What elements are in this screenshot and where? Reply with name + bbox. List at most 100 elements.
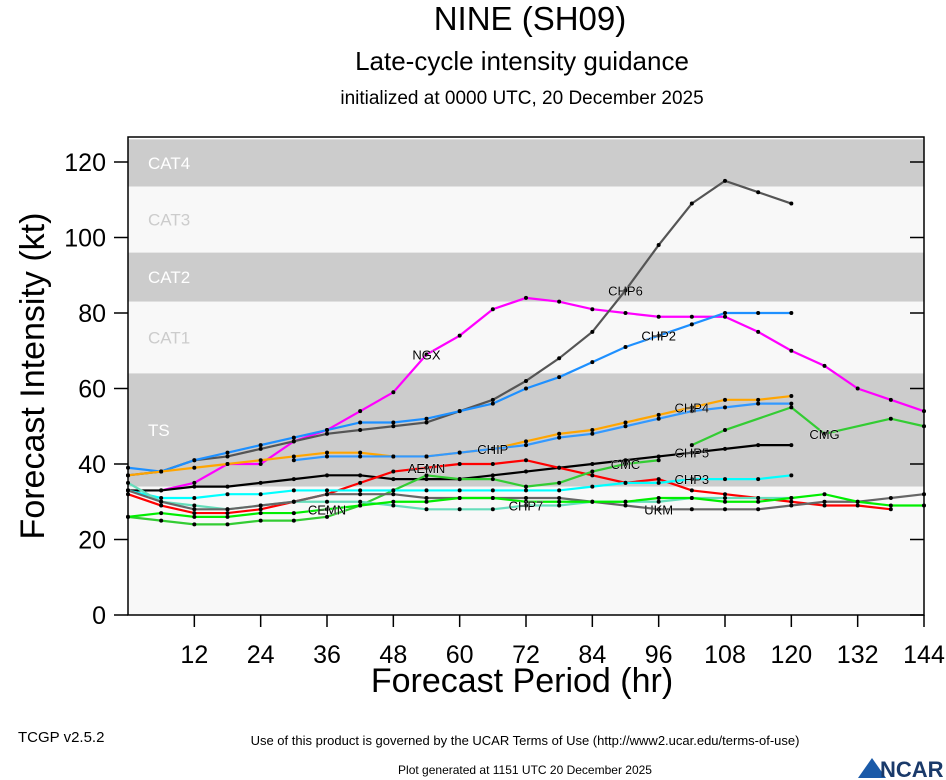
x-tick-label: 24 bbox=[247, 641, 275, 669]
data-point bbox=[159, 495, 164, 500]
data-point bbox=[590, 469, 595, 474]
y-tick-label: 20 bbox=[78, 527, 106, 555]
data-point bbox=[225, 454, 230, 459]
data-point bbox=[623, 311, 628, 315]
data-point bbox=[524, 443, 528, 448]
data-point bbox=[424, 473, 429, 478]
series-label-ukm: UKM bbox=[644, 502, 673, 517]
series-line-ngx bbox=[160, 296, 925, 492]
data-point bbox=[656, 477, 661, 482]
data-point bbox=[225, 507, 230, 512]
data-point bbox=[723, 446, 727, 451]
data-point bbox=[258, 492, 263, 497]
data-point bbox=[325, 473, 329, 478]
data-point bbox=[590, 484, 595, 489]
data-point bbox=[358, 428, 363, 433]
data-point bbox=[457, 477, 462, 482]
data-point bbox=[689, 405, 694, 410]
data-point bbox=[391, 503, 396, 508]
data-point bbox=[590, 307, 595, 312]
data-point bbox=[789, 473, 794, 478]
data-point bbox=[524, 378, 528, 383]
data-point bbox=[325, 507, 329, 512]
data-point bbox=[490, 477, 495, 482]
x-tick-label: 120 bbox=[770, 641, 812, 669]
data-point bbox=[689, 314, 694, 319]
series-line-chip bbox=[293, 402, 792, 462]
data-point bbox=[192, 522, 197, 527]
data-point bbox=[656, 333, 661, 338]
data-point bbox=[656, 499, 661, 504]
data-point bbox=[623, 344, 628, 349]
data-point bbox=[391, 469, 396, 474]
data-point bbox=[590, 473, 595, 478]
data-point bbox=[524, 439, 528, 444]
x-tick-label: 60 bbox=[446, 641, 474, 669]
data-point bbox=[225, 492, 230, 497]
band-label: CAT1 bbox=[148, 329, 190, 348]
data-point bbox=[524, 488, 528, 493]
data-point bbox=[723, 492, 727, 497]
data-point bbox=[490, 307, 495, 312]
data-point bbox=[756, 190, 761, 195]
data-point bbox=[457, 333, 462, 338]
data-point bbox=[656, 495, 661, 500]
data-point bbox=[756, 443, 761, 448]
data-point bbox=[756, 397, 761, 402]
data-point bbox=[424, 499, 429, 504]
data-point bbox=[391, 390, 396, 395]
data-point bbox=[225, 450, 230, 455]
data-point bbox=[789, 503, 794, 508]
y-tick-label: 100 bbox=[64, 225, 106, 253]
band-cat3 bbox=[128, 186, 924, 253]
data-point bbox=[457, 507, 462, 512]
series-label-cmg: CMG bbox=[809, 427, 839, 442]
data-point bbox=[325, 450, 329, 455]
data-point bbox=[291, 435, 296, 440]
data-point bbox=[192, 465, 197, 470]
data-point bbox=[590, 462, 595, 466]
y-axis-label: Forecast Intensity (kt) bbox=[14, 213, 52, 540]
data-point bbox=[358, 499, 363, 504]
data-point bbox=[590, 329, 595, 334]
data-point bbox=[656, 314, 661, 319]
y-tick-label: 40 bbox=[78, 451, 106, 479]
data-point bbox=[557, 431, 562, 436]
series-label-chp6: CHP6 bbox=[608, 283, 643, 298]
data-point bbox=[656, 507, 661, 512]
data-point bbox=[723, 507, 727, 512]
data-point bbox=[490, 507, 495, 512]
x-tick-label: 144 bbox=[903, 641, 945, 669]
data-point bbox=[490, 401, 495, 406]
data-point bbox=[358, 480, 363, 485]
x-tick-label: 84 bbox=[578, 641, 606, 669]
band-cat1 bbox=[128, 301, 924, 374]
chart-subtitle: Late-cycle intensity guidance bbox=[355, 46, 689, 76]
band-label: CAT4 bbox=[148, 154, 190, 173]
data-point bbox=[723, 495, 727, 500]
data-point bbox=[689, 495, 694, 500]
data-point bbox=[291, 511, 296, 516]
data-point bbox=[457, 450, 462, 455]
data-point bbox=[325, 492, 329, 497]
x-tick-label: 108 bbox=[704, 641, 746, 669]
data-point bbox=[258, 511, 263, 516]
data-point bbox=[192, 495, 197, 500]
data-point bbox=[557, 480, 562, 485]
data-point bbox=[756, 507, 761, 512]
series-label-chp3: CHP3 bbox=[674, 472, 709, 487]
data-point bbox=[358, 409, 363, 414]
x-tick-label: 36 bbox=[313, 641, 341, 669]
data-point bbox=[258, 480, 263, 485]
data-point bbox=[291, 458, 296, 463]
x-tick-label: 132 bbox=[837, 641, 879, 669]
data-point bbox=[557, 503, 562, 508]
data-point bbox=[424, 352, 429, 357]
data-point bbox=[225, 522, 230, 527]
data-point bbox=[424, 495, 429, 500]
data-point bbox=[756, 495, 761, 500]
data-point bbox=[723, 477, 727, 482]
data-point bbox=[723, 397, 727, 402]
data-point bbox=[325, 431, 329, 436]
data-point bbox=[159, 469, 164, 474]
